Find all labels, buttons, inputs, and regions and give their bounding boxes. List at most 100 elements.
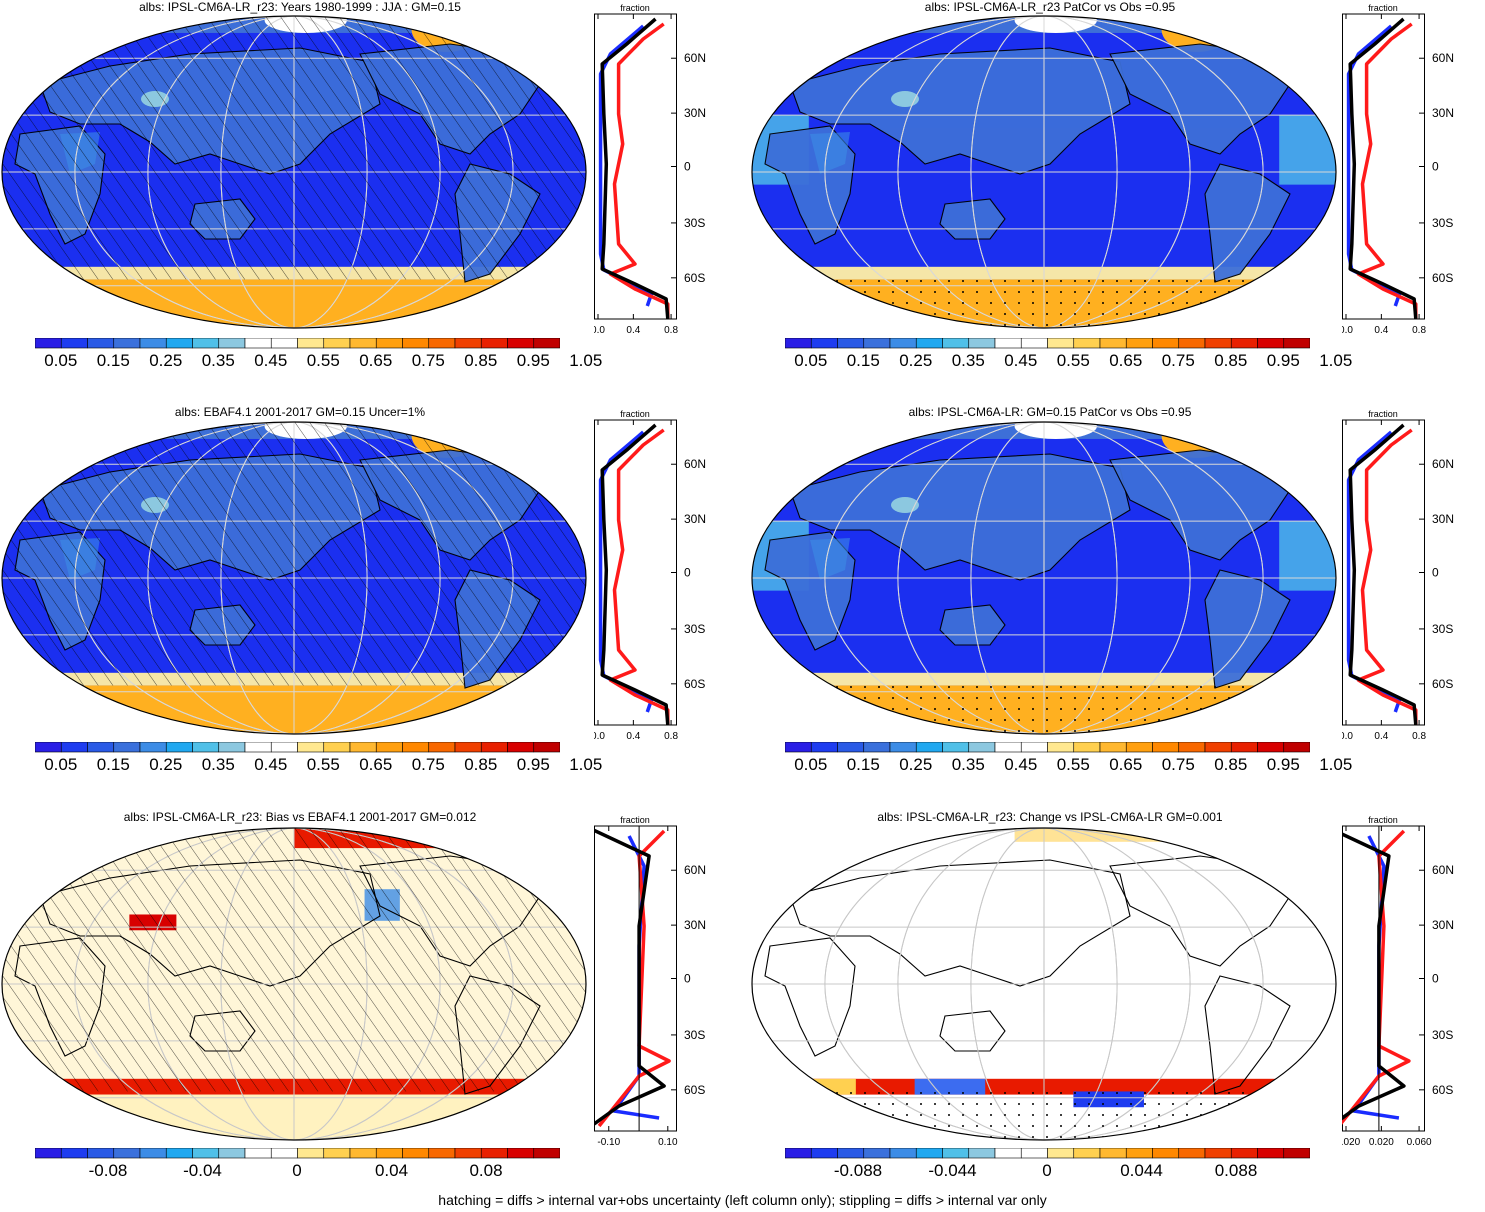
profile-line-model xyxy=(1348,423,1418,726)
profile-xlabel: fraction xyxy=(620,409,650,419)
colorbar-swatch xyxy=(1282,1148,1310,1159)
colorbar-swatch xyxy=(1282,742,1310,753)
colorbar-tick-label: 0.25 xyxy=(899,755,933,774)
profile-lat-label: 60S xyxy=(684,677,705,691)
colorbar-swatch xyxy=(34,742,62,753)
profile-x-tick-label: 0.10 xyxy=(658,1137,678,1148)
colorbar-swatch xyxy=(1256,1148,1284,1159)
profile-xlabel: fraction xyxy=(620,3,650,13)
colorbar-tick-label: 0.65 xyxy=(359,351,393,370)
colorbar-tick-label: 1.05 xyxy=(569,755,603,774)
colorbar-tick-label: -0.088 xyxy=(833,1161,883,1180)
colorbar-swatch xyxy=(296,338,324,349)
profile-lat-label: 0 xyxy=(1432,160,1439,174)
colorbar-swatch xyxy=(86,1148,114,1159)
profile-lat-label: 30N xyxy=(684,918,706,932)
profile-lat-label: 30N xyxy=(1432,512,1454,526)
colorbar xyxy=(784,338,1310,349)
colorbar-swatch xyxy=(322,1148,350,1159)
colorbar-swatch xyxy=(1072,338,1100,349)
colorbar-swatch xyxy=(454,338,482,349)
colorbar-tick-label: 0 xyxy=(1042,1161,1052,1180)
profile-lat-label: 60N xyxy=(684,457,706,471)
colorbar-tick-label: 0.25 xyxy=(899,351,933,370)
profile-x-tick-label: 0.8 xyxy=(1412,731,1426,742)
colorbar-swatch xyxy=(191,1148,219,1159)
profile-line-alt xyxy=(598,24,654,307)
colorbar-swatch xyxy=(244,1148,272,1159)
colorbar-swatch xyxy=(480,742,508,753)
colorbar-swatch xyxy=(506,1148,534,1159)
zonal-mean-profile: fraction 60N 30N 0 30S 60S 0.0 0.4 0.8 xyxy=(594,3,706,336)
profile-x-tick-label: 0.0 xyxy=(594,325,605,336)
profile-x-tick-label: 0.8 xyxy=(1412,325,1426,336)
colorbar-tick-label: 0.15 xyxy=(96,755,130,774)
profile-line-model xyxy=(594,828,666,1126)
colorbar-tick-label: 0.85 xyxy=(464,755,498,774)
colorbar-swatch xyxy=(60,338,88,349)
colorbar-swatch xyxy=(349,742,377,753)
colorbar-swatch xyxy=(1177,338,1205,349)
colorbar-swatch xyxy=(836,338,864,349)
colorbar-swatch xyxy=(1046,338,1074,349)
hatching-overlay xyxy=(2,16,586,280)
profile-x-tick-label: 0.4 xyxy=(626,325,640,336)
profile-x-tick-label: 0.4 xyxy=(1374,325,1388,336)
profile-xlabel: fraction xyxy=(1368,815,1398,825)
colorbar-swatch xyxy=(217,338,245,349)
colorbar-tick-label: 0.95 xyxy=(516,755,550,774)
colorbar-swatch xyxy=(1230,338,1258,349)
africa-landmass xyxy=(764,937,856,1057)
colorbar-swatch xyxy=(34,338,62,349)
eurasia-landmass xyxy=(789,453,1131,581)
colorbar-swatch xyxy=(1099,338,1127,349)
colorbar-tick-label: 1.05 xyxy=(569,351,603,370)
colorbar-swatch xyxy=(532,742,560,753)
colorbar-swatch xyxy=(1125,338,1153,349)
colorbar-swatch xyxy=(191,338,219,349)
colorbar-swatch xyxy=(1099,742,1127,753)
colorbar-tick-label: 0.35 xyxy=(201,755,235,774)
colorbar-swatch xyxy=(1046,1148,1074,1159)
colorbar-swatch xyxy=(112,1148,140,1159)
map-plot xyxy=(751,15,1337,329)
colorbar xyxy=(34,338,560,349)
map-border xyxy=(1,15,587,329)
colorbar-swatch xyxy=(862,1148,890,1159)
profile-line-obs xyxy=(1356,22,1418,319)
colorbar-swatch xyxy=(60,1148,88,1159)
profile-lat-label: 30S xyxy=(684,622,705,636)
colorbar-swatch xyxy=(915,742,943,753)
colorbar-tick-label: 0.55 xyxy=(1056,755,1090,774)
profile-line-alt xyxy=(598,430,654,713)
profile-lat-label: 30S xyxy=(1432,1028,1453,1042)
colorbar-swatch xyxy=(349,338,377,349)
colorbar-tick-label: 0.55 xyxy=(1056,351,1090,370)
profile-xlabel: fraction xyxy=(620,815,650,825)
colorbar-swatch xyxy=(480,338,508,349)
profile-x-tick-label: 0.8 xyxy=(664,325,678,336)
colorbar-swatch xyxy=(967,1148,995,1159)
colorbar-tick-label: 0.95 xyxy=(1266,351,1300,370)
colorbar-swatch xyxy=(191,742,219,753)
colorbar-swatch xyxy=(270,1148,298,1159)
colorbar-swatch xyxy=(375,1148,403,1159)
colorbar-tick-label: -0.04 xyxy=(183,1161,222,1180)
profile-x-tick-label: 0.4 xyxy=(626,731,640,742)
colorbar-swatch xyxy=(139,1148,167,1159)
colorbar-swatch xyxy=(1151,1148,1179,1159)
profile-line-model xyxy=(600,423,670,726)
colorbar-swatch xyxy=(1204,742,1232,753)
colorbar-tick-label: 0.75 xyxy=(1161,351,1195,370)
profile-lat-label: 60N xyxy=(1432,457,1454,471)
colorbar-swatch xyxy=(941,1148,969,1159)
colorbar-swatch xyxy=(165,742,193,753)
colorbar-swatch xyxy=(112,742,140,753)
colorbar-swatch xyxy=(1177,1148,1205,1159)
profile-lat-label: 60S xyxy=(1432,677,1453,691)
colorbar-tick-label: 0.15 xyxy=(846,755,880,774)
colorbar-swatch xyxy=(941,742,969,753)
profile-lat-label: 30S xyxy=(1432,622,1453,636)
map-plot xyxy=(1,827,587,1141)
colorbar-swatch xyxy=(139,338,167,349)
